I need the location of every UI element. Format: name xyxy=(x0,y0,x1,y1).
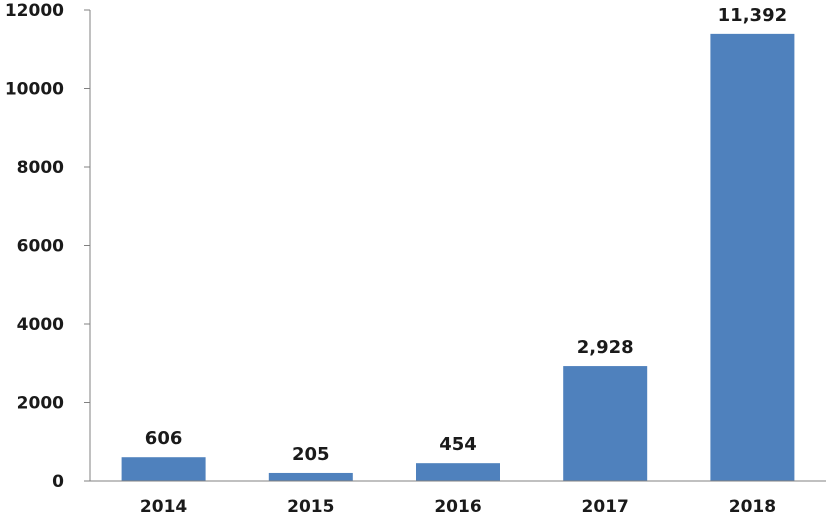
data-label-2018: 11,392 xyxy=(718,5,787,26)
bar-2018 xyxy=(710,33,795,481)
y-tick-label: 6000 xyxy=(17,237,64,257)
x-tick-label-2016: 2016 xyxy=(434,497,481,517)
data-label-2017: 2,928 xyxy=(577,337,634,358)
y-tick-label: 0 xyxy=(52,472,64,492)
x-tick-label-2015: 2015 xyxy=(287,497,334,517)
y-axis: 0 2000 4000 6000 8000 10000 12000 xyxy=(5,1,90,492)
x-tick-label-2017: 2017 xyxy=(582,497,629,517)
plot-area: 606 205 454 2,928 11,392 xyxy=(121,5,795,481)
x-axis: 2014 2015 2016 2017 2018 xyxy=(140,497,776,517)
bar-2017 xyxy=(563,366,648,481)
data-label-2014: 606 xyxy=(145,428,183,449)
x-tick-label-2014: 2014 xyxy=(140,497,187,517)
x-tick-label-2018: 2018 xyxy=(729,497,776,517)
y-tick-label: 8000 xyxy=(17,158,64,178)
bar-2015 xyxy=(268,472,353,481)
y-tick-label: 12000 xyxy=(5,1,64,21)
y-tick-label: 4000 xyxy=(17,315,64,335)
data-label-2015: 205 xyxy=(292,444,330,465)
bar-2016 xyxy=(416,463,500,481)
data-label-2016: 454 xyxy=(439,434,477,455)
y-tick-label: 10000 xyxy=(5,80,64,100)
bar-2014 xyxy=(121,457,206,481)
y-tick-label: 2000 xyxy=(17,394,64,414)
